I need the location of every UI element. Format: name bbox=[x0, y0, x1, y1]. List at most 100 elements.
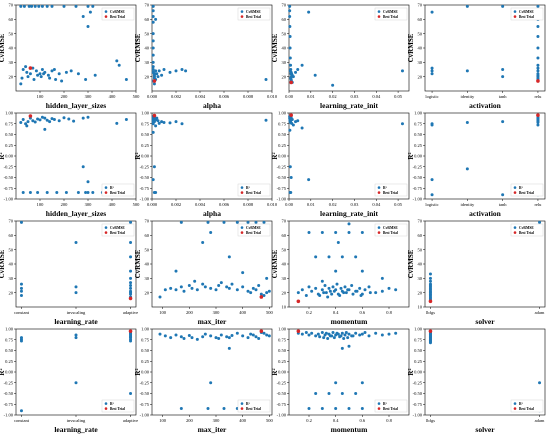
data-point bbox=[259, 292, 263, 296]
data-point bbox=[129, 339, 133, 343]
subplot-5: 0.000 0.002 0.004 0.006 0.008 0.010 -1.00 -0.75… bbox=[134, 111, 278, 218]
subplot-13: 100 200 300 400 500 -1.00 -0.75 -0.50 -0.25 0.00 0… bbox=[134, 327, 273, 434]
x-tick-label: 400 bbox=[109, 94, 117, 99]
data-point bbox=[310, 331, 314, 335]
data-point bbox=[179, 220, 183, 224]
data-point bbox=[57, 119, 61, 123]
data-point bbox=[26, 120, 30, 124]
data-point bbox=[91, 191, 95, 195]
data-point bbox=[179, 335, 183, 339]
data-point bbox=[354, 392, 358, 395]
data-point bbox=[347, 230, 351, 234]
x-tick-label: adaptive bbox=[123, 310, 138, 315]
y-tick-label: 30 bbox=[282, 60, 287, 65]
y-tick-label: 60 bbox=[282, 17, 287, 22]
y-tick-label: 40 bbox=[418, 262, 423, 267]
data-point bbox=[25, 124, 29, 128]
data-point bbox=[267, 289, 271, 293]
data-point bbox=[347, 332, 351, 336]
y-tick-label: 0.75 bbox=[278, 337, 287, 342]
data-point bbox=[30, 4, 34, 8]
y-tick-label: 20 bbox=[282, 74, 287, 79]
y-tick-label: 70 bbox=[418, 219, 423, 224]
y-axis-label: CvRMSE bbox=[407, 249, 415, 278]
y-tick-label: 0.00 bbox=[5, 370, 14, 375]
data-point bbox=[193, 279, 197, 283]
legend-marker-best bbox=[513, 191, 517, 194]
subplot-4: 100 200 300 400 500 -1.00 -0.75 -0.50 -0.25 0.00 0… bbox=[0, 111, 140, 218]
data-point bbox=[296, 68, 300, 71]
y-tick-label: 0.00 bbox=[5, 154, 14, 159]
legend-marker-series bbox=[240, 226, 244, 229]
data-point bbox=[264, 78, 268, 82]
y-tick-label: -0.75 bbox=[413, 186, 423, 191]
y-axis-label: CvRMSE bbox=[271, 249, 279, 278]
data-point bbox=[314, 334, 318, 338]
data-point bbox=[251, 333, 255, 337]
y-axis-label: CvRMSE bbox=[407, 33, 415, 62]
data-point bbox=[294, 70, 298, 74]
y-axis-label: R² bbox=[0, 152, 6, 159]
x-axis-label: max_iter bbox=[198, 425, 227, 434]
data-point bbox=[363, 288, 367, 292]
x-axis-label: hidden_layer_sizes bbox=[46, 209, 106, 218]
data-point bbox=[195, 337, 199, 341]
y-tick-label: -1.00 bbox=[277, 197, 287, 202]
x-axis-label: activation bbox=[469, 101, 501, 110]
legend-label-best: Best Trial bbox=[246, 15, 261, 19]
y-tick-label: -0.50 bbox=[140, 391, 150, 396]
data-point bbox=[217, 336, 221, 340]
data-point bbox=[465, 167, 469, 171]
data-point bbox=[32, 78, 36, 82]
y-tick-label: 60 bbox=[9, 233, 14, 238]
y-tick-label: -0.75 bbox=[413, 402, 423, 407]
data-point bbox=[151, 53, 155, 57]
legend-box bbox=[101, 399, 135, 413]
data-point bbox=[201, 335, 205, 339]
data-point bbox=[27, 4, 31, 8]
data-point bbox=[536, 25, 540, 28]
legend-marker-best bbox=[377, 15, 381, 18]
data-point bbox=[91, 4, 95, 8]
y-axis-label: CvRMSE bbox=[0, 33, 6, 62]
subplot-2: 0.00 0.01 0.02 0.03 0.04 0.05 20 30 40 50 60 70 lear… bbox=[271, 3, 410, 110]
y-tick-label: 0.75 bbox=[5, 337, 14, 342]
legend-marker-best bbox=[513, 231, 517, 234]
legend-marker-best bbox=[104, 15, 108, 18]
y-axis-label: R² bbox=[134, 368, 142, 375]
y-tick-label: 40 bbox=[145, 46, 150, 51]
y-tick-label: -0.25 bbox=[413, 164, 423, 169]
subplot-9: 100 200 300 400 500 20 30 40 50 60 70 max_iter CvRMS… bbox=[134, 219, 273, 326]
data-point bbox=[430, 69, 434, 73]
data-point bbox=[536, 4, 540, 8]
data-point bbox=[179, 285, 183, 289]
legend-marker-best bbox=[377, 407, 381, 410]
data-point bbox=[74, 241, 78, 244]
y-tick-label: 0.25 bbox=[5, 359, 14, 364]
y-tick-label: 20 bbox=[145, 74, 150, 79]
data-point bbox=[93, 73, 97, 77]
data-point bbox=[203, 285, 207, 289]
data-point bbox=[538, 220, 542, 224]
y-tick-label: 0.25 bbox=[414, 359, 423, 364]
data-point bbox=[538, 381, 542, 385]
x-tick-label: 500 bbox=[266, 418, 274, 423]
y-tick-label: -1.00 bbox=[140, 197, 150, 202]
data-point bbox=[28, 191, 32, 195]
legend-label-best: Best Trial bbox=[383, 407, 398, 411]
data-point bbox=[288, 69, 292, 73]
data-point bbox=[296, 119, 300, 123]
y-tick-label: -0.75 bbox=[4, 186, 14, 191]
data-point bbox=[265, 291, 269, 295]
y-tick-label: 40 bbox=[145, 262, 150, 267]
data-point bbox=[25, 70, 29, 74]
data-point bbox=[307, 10, 311, 14]
data-point bbox=[84, 191, 88, 195]
data-point bbox=[465, 120, 469, 124]
data-point bbox=[36, 73, 40, 77]
data-point bbox=[19, 82, 23, 86]
data-point bbox=[163, 334, 167, 338]
x-tick-label: 200 bbox=[186, 418, 194, 423]
subplot-7: logistic identity tanh relu -1.00 -0.75 -0.50 -… bbox=[407, 111, 546, 218]
legend-marker-series bbox=[104, 402, 108, 405]
